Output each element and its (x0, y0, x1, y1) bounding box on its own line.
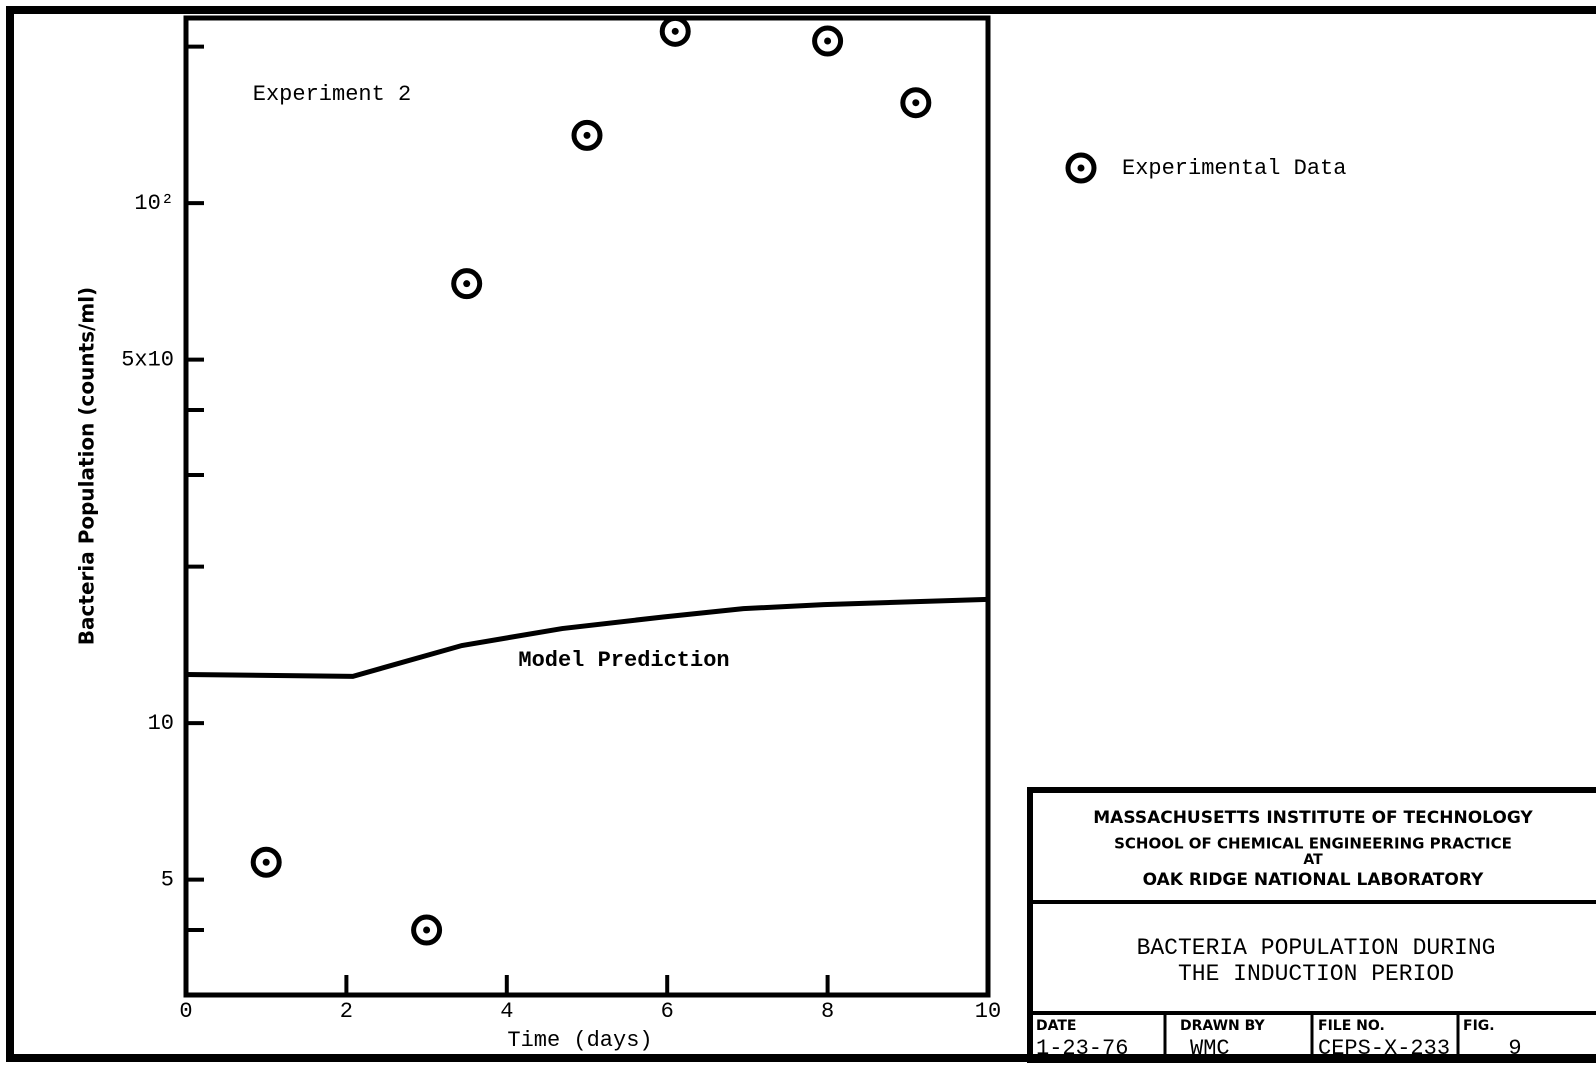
data-point (812, 25, 844, 57)
x-tick-label: 8 (821, 999, 834, 1024)
x-tick-label: 2 (340, 999, 353, 1024)
annotation: Experiment 2 (253, 82, 411, 107)
marker-dot (262, 858, 270, 866)
marker-ring (571, 119, 603, 151)
marker-ring (900, 87, 932, 119)
data-point (451, 268, 483, 300)
field-value: WMC (1190, 1036, 1230, 1061)
marker-ring (659, 15, 691, 47)
marker-dot (583, 131, 591, 139)
marker-dot (671, 27, 679, 35)
plot-frame (183, 15, 991, 998)
institution-line: SCHOOL OF CHEMICAL ENGINEERING PRACTICE (1114, 835, 1512, 853)
marker-dot (912, 99, 920, 107)
marker-ring (812, 25, 844, 57)
y-tick-label: 5 (161, 867, 174, 892)
field-label: FIG. (1463, 1018, 1495, 1034)
x-tick-label: 4 (500, 999, 513, 1024)
data-point (250, 846, 282, 878)
field-value: 1-23-76 (1036, 1036, 1128, 1061)
sheet-border (6, 6, 1596, 1062)
field-value: CEPS-X-233 (1318, 1036, 1450, 1061)
marker-ring (451, 268, 483, 300)
institution-line: AT (1303, 852, 1323, 868)
data-point (1065, 152, 1097, 184)
marker-dot (423, 926, 431, 934)
field-label: DRAWN BY (1180, 1018, 1266, 1034)
title-block (1027, 787, 1596, 1063)
legend-label: Experimental Data (1122, 156, 1346, 181)
institution-line: OAK RIDGE NATIONAL LABORATORY (1143, 870, 1484, 890)
y-tick-label: 10 (148, 711, 174, 736)
marker-ring (1065, 152, 1097, 184)
marker-dot (1077, 164, 1085, 172)
annotation: Model Prediction (518, 648, 729, 673)
field-label: DATE (1036, 1018, 1076, 1034)
drawing-title: THE INDUCTION PERIOD (1178, 961, 1454, 987)
x-axis-label: Time (days) (507, 1028, 652, 1053)
x-tick-label: 0 (179, 999, 192, 1024)
drawing-title: BACTERIA POPULATION DURING (1137, 935, 1496, 961)
model-line (185, 596, 989, 679)
y-axis-label: Bacteria Population (counts/ml) (75, 287, 99, 645)
x-tick-label: 10 (975, 999, 1001, 1024)
y-tick-label: 10² (134, 191, 174, 216)
marker-dot (463, 280, 471, 288)
data-point (900, 87, 932, 119)
field-label: FILE NO. (1318, 1018, 1385, 1034)
data-point (411, 914, 443, 946)
x-tick-label: 6 (661, 999, 674, 1024)
marker-ring (411, 914, 443, 946)
data-point (659, 15, 691, 47)
y-tick-label: 5x10 (121, 347, 174, 372)
data-point (571, 119, 603, 151)
institution-line: MASSACHUSETTS INSTITUTE OF TECHNOLOGY (1093, 808, 1533, 828)
field-value: 9 (1508, 1036, 1521, 1061)
marker-ring (250, 846, 282, 878)
marker-dot (824, 37, 832, 45)
